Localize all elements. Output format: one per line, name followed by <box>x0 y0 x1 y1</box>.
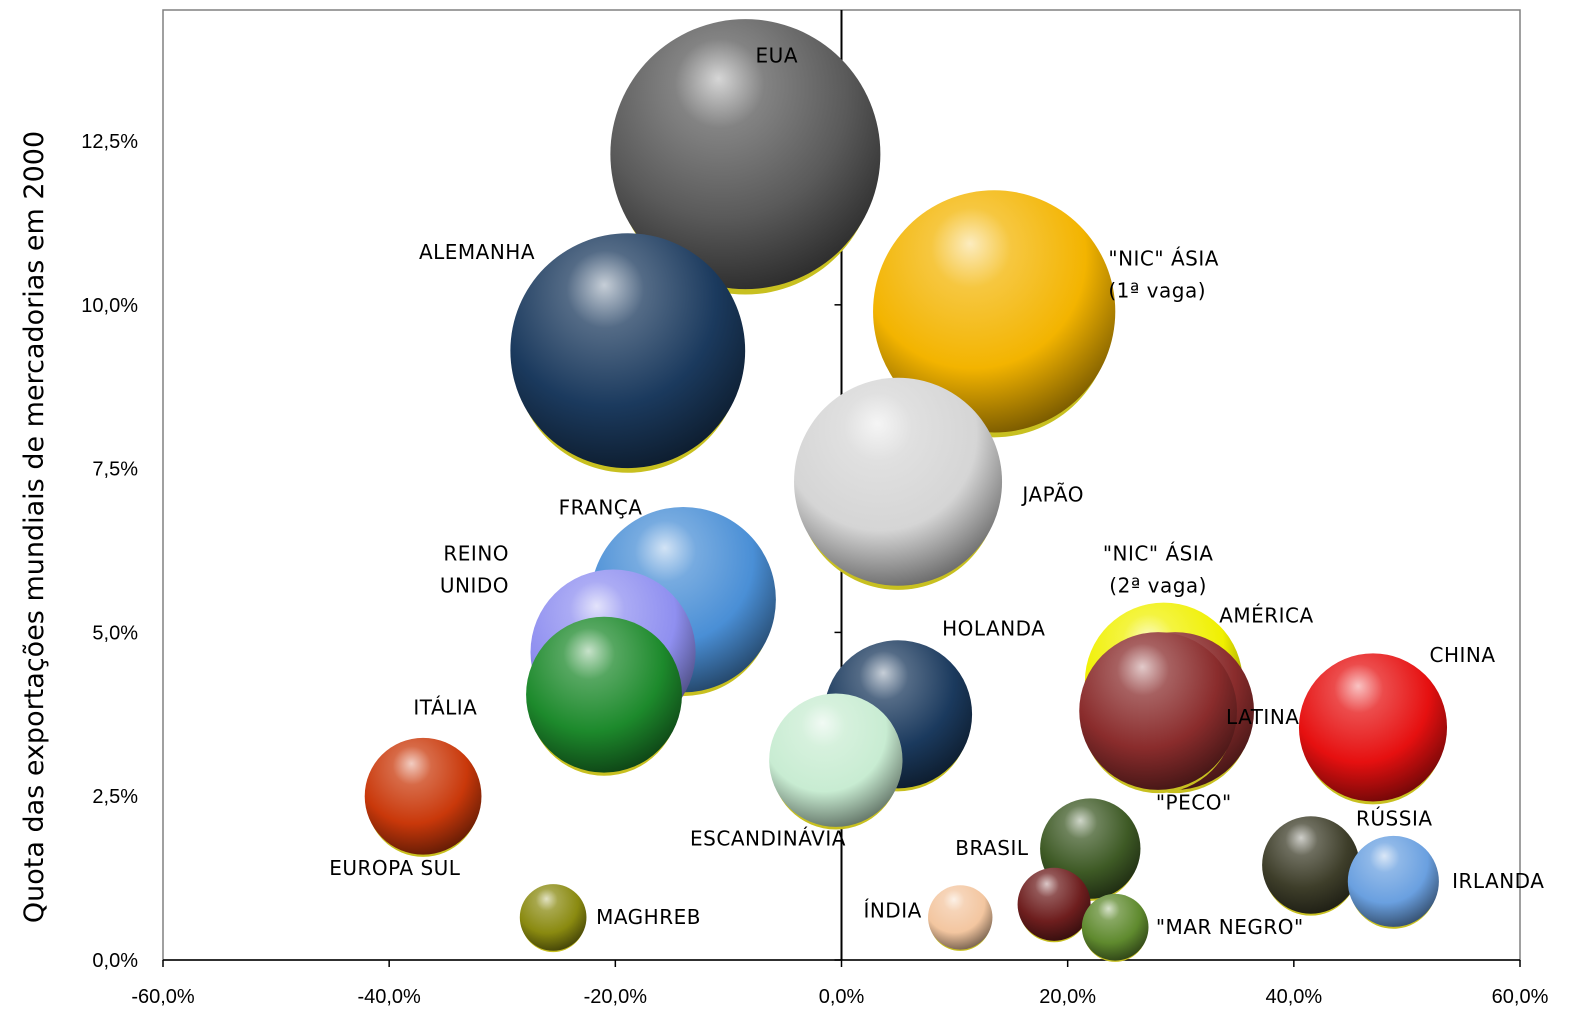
bubble-label: BRASIL <box>955 836 1029 860</box>
bubble <box>1262 816 1360 916</box>
bubble-label: EUA <box>756 43 798 67</box>
bubble-labels-layer: EUA "NIC" ÁSIA (1ª vaga) ALEMANHA JAPÃO FRANÇ… <box>329 43 1544 938</box>
bubble-label: EUROPA SUL <box>329 856 461 880</box>
bubble <box>526 616 682 776</box>
bubble-sphere <box>1079 632 1238 790</box>
bubble-label-line: ÍNDIA <box>863 898 921 922</box>
x-tick-label: -40,0% <box>357 986 421 1008</box>
bubble <box>1081 893 1149 962</box>
bubble-sphere <box>928 885 993 950</box>
bubble-sphere <box>769 693 903 827</box>
bubble-label-line: "NIC" ÁSIA <box>1108 247 1219 271</box>
bubble <box>769 693 903 830</box>
x-axis: -60,0% -40,0% -20,0% 0,0% 20,0% 40,0% 60,0% <box>131 959 1549 1008</box>
bubble <box>1347 835 1439 929</box>
bubble-sphere <box>1017 867 1091 941</box>
bubble-label-line: (2ª vaga) <box>1109 573 1207 597</box>
bubble-label: LATINA <box>1226 705 1300 729</box>
bubble-label: REINO UNIDO <box>440 541 509 597</box>
bubble-label: ALEMANHA <box>419 240 535 264</box>
bubble <box>928 885 993 951</box>
bubble-label: ITÁLIA <box>413 695 477 719</box>
bubble-sphere <box>519 884 587 951</box>
x-tick-label: 40,0% <box>1265 986 1322 1008</box>
bubble <box>364 737 482 857</box>
bubble-label: AMÉRICA <box>1219 604 1314 628</box>
bubble-sphere <box>1081 893 1149 961</box>
bubble-label: ÍNDIA <box>863 898 921 922</box>
x-tick-label: 20,0% <box>1039 986 1096 1008</box>
bubble-label: MAGHREB <box>596 905 701 929</box>
y-tick-label: 2,5% <box>92 786 138 808</box>
bubble-label-line: JAPÃO <box>1020 482 1084 506</box>
bubble-sphere <box>610 19 881 290</box>
y-tick-label: 0,0% <box>92 950 138 972</box>
bubble-sphere <box>526 616 682 773</box>
bubble-label-line: EUA <box>756 43 798 67</box>
x-tick-label: 60,0% <box>1492 986 1549 1008</box>
bubble-label-line: ITÁLIA <box>413 695 477 719</box>
bubble-label-line: CHINA <box>1430 643 1496 667</box>
bubble <box>1079 632 1238 794</box>
bubble-label: RÚSSIA <box>1356 807 1433 831</box>
bubble-label: CHINA <box>1430 643 1496 667</box>
bubble-sphere <box>873 190 1116 433</box>
bubble-label-line: AMÉRICA <box>1219 604 1314 628</box>
bubble-label: JAPÃO <box>1020 482 1084 506</box>
bubble-sphere <box>1347 835 1439 927</box>
bubble-label-line: REINO <box>443 541 509 565</box>
bubble <box>873 190 1116 438</box>
bubble <box>794 377 1003 590</box>
bubble-sphere <box>794 377 1003 586</box>
bubble-sphere <box>510 233 746 469</box>
y-axis-title: Quota das exportações mundiais de mercad… <box>19 131 50 923</box>
y-tick-label: 5,0% <box>92 622 138 644</box>
bubble-label-line: EUROPA SUL <box>329 856 461 880</box>
bubble <box>610 19 881 295</box>
x-tick-label: -60,0% <box>131 986 195 1008</box>
bubble-label-line: MAGHREB <box>596 905 701 929</box>
bubble-label: HOLANDA <box>942 617 1045 641</box>
y-tick-label: 12,5% <box>81 131 138 153</box>
bubble <box>519 884 587 953</box>
bubble <box>1017 867 1091 943</box>
y-tick-label: 10,0% <box>81 295 138 317</box>
bubble-label-line: "PECO" <box>1156 790 1232 814</box>
bubble-label-line: BRASIL <box>955 836 1029 860</box>
bubble-label: "NIC" ÁSIA (1ª vaga) <box>1108 247 1219 303</box>
bubble-label-line: UNIDO <box>440 573 509 597</box>
bubble-label-line: HOLANDA <box>942 617 1045 641</box>
bubble-label-line: (1ª vaga) <box>1108 279 1206 303</box>
bubble-label-line: ESCANDINÁVIA <box>690 826 846 850</box>
y-tick-label: 7,5% <box>92 459 138 481</box>
bubble-label: "MAR NEGRO" <box>1156 915 1304 939</box>
x-tick-label: -20,0% <box>584 986 648 1008</box>
bubble-label: "PECO" <box>1156 790 1232 814</box>
bubble-label-line: RÚSSIA <box>1356 807 1433 831</box>
bubble-label: ESCANDINÁVIA <box>690 826 846 850</box>
bubble-label-line: "NIC" ÁSIA <box>1103 541 1214 565</box>
bubble-label: IRLANDA <box>1452 869 1544 893</box>
bubble-label: "NIC" ÁSIA (2ª vaga) <box>1103 541 1214 597</box>
bubble <box>1298 653 1448 805</box>
bubble <box>510 233 746 473</box>
bubble-label-line: "MAR NEGRO" <box>1156 915 1304 939</box>
bubble-label-line: FRANÇA <box>559 495 643 519</box>
bubble-label-line: LATINA <box>1226 705 1300 729</box>
bubble-label-line: ALEMANHA <box>419 240 535 264</box>
y-axis: 0,0% 2,5% 5,0% 7,5% 10,0% 12,5% <box>81 131 842 972</box>
bubble-label: FRANÇA <box>559 495 643 519</box>
bubbles-layer <box>364 19 1448 962</box>
bubble-sphere <box>1262 816 1360 914</box>
bubble-sphere <box>1298 653 1448 802</box>
bubble-label-line: IRLANDA <box>1452 869 1544 893</box>
bubble-sphere <box>364 737 482 855</box>
x-tick-label: 0,0% <box>819 986 865 1008</box>
